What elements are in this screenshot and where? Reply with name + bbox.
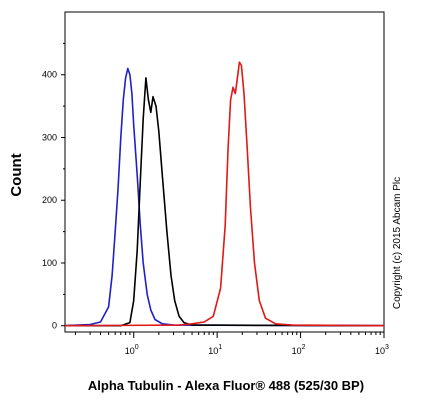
series-layer [64,61,385,327]
y-tick-label: 300 [42,132,57,142]
series-line-2 [65,77,385,327]
y-tick-label: 100 [42,258,57,268]
x-tick-label: 100 [125,344,139,356]
series-line-1 [64,67,385,327]
copyright-annotation: Copyright (c) 2015 Abcam Plc [392,177,403,309]
y-tick-label: 200 [42,195,57,205]
x-tick-label: 103 [375,344,389,356]
series-line-3 [64,61,385,327]
y-axis-title: Count [8,153,25,196]
x-tick-label: 101 [208,344,222,356]
plot-area [64,11,385,333]
x-tick-label: 102 [292,344,306,356]
plot-frame [64,11,385,333]
x-axis-title: Alpha Tubulin - Alexa Fluor® 488 (525/30… [88,378,364,393]
y-tick-label: 400 [42,70,57,80]
y-axis-ticks: 0 100 200 300 400 [42,42,65,331]
y-tick-label: 0 [52,321,57,331]
x-axis-ticks: 100 101 102 103 [74,332,389,356]
